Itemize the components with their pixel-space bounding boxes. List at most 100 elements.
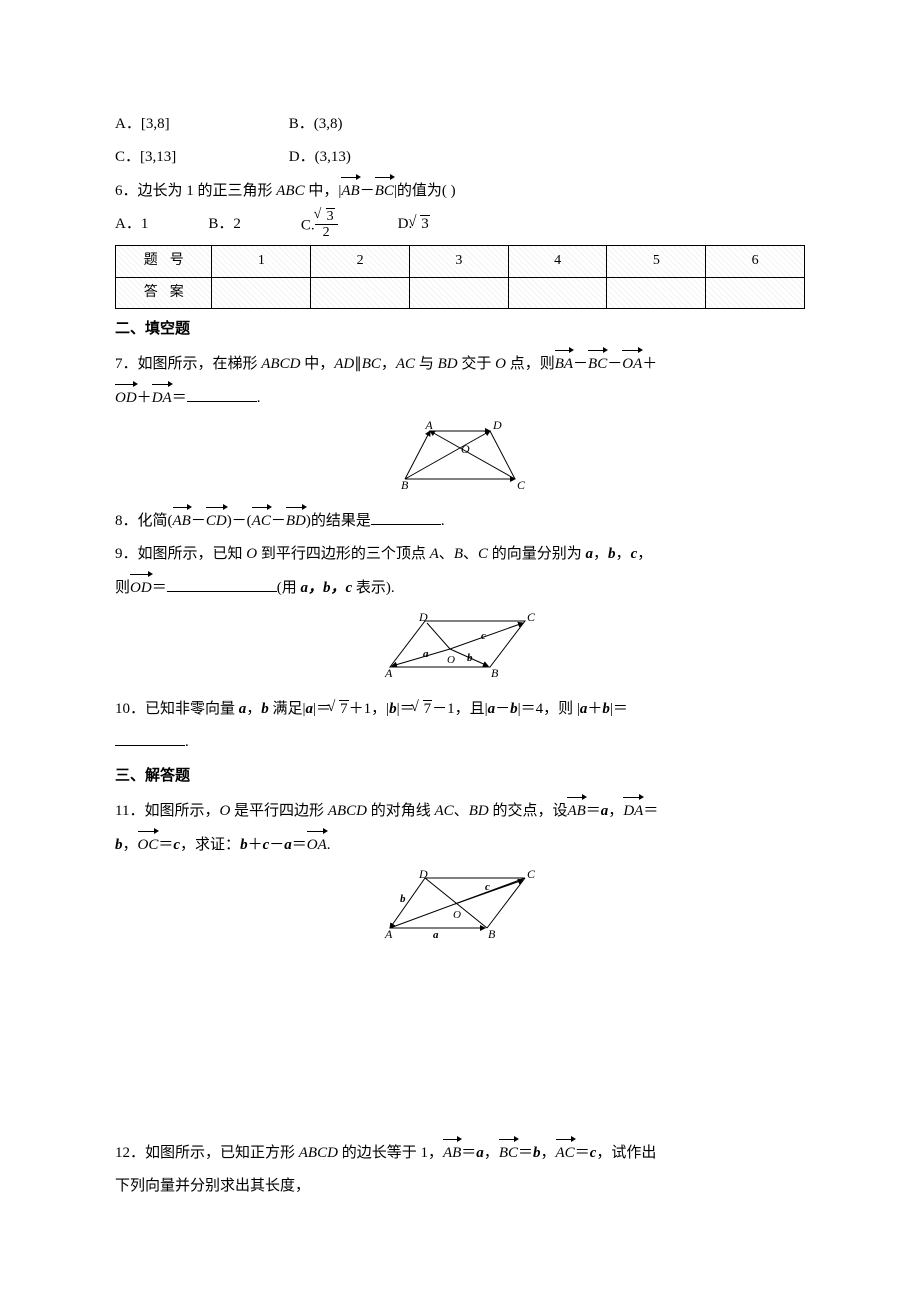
- vector-OD: OD: [130, 572, 152, 603]
- op: －: [495, 701, 510, 717]
- txt: 则: [115, 580, 130, 596]
- op: ＋: [642, 356, 657, 372]
- svg-text:D: D: [492, 419, 502, 432]
- q6-choices: A．1 B．2 C.32 D.3: [115, 210, 805, 242]
- figure-parallelogram-11: A B C D O a b c: [115, 866, 805, 952]
- header-number: 题号: [116, 246, 212, 278]
- var-b: b: [240, 837, 248, 853]
- txt: (用: [277, 580, 301, 596]
- ans-3: [409, 277, 508, 309]
- vector-AB: AB: [341, 175, 359, 206]
- q7-line1: 7．如图所示，在梯形 ABCD 中，AD∥BC，AC 与 BD 交于 O 点，则…: [115, 348, 805, 379]
- svg-text:C: C: [517, 478, 526, 489]
- txt: ＋1，|: [349, 701, 390, 717]
- page: A．[3,8] B．(3,8) C．[3,13] D．(3,13) 6．边长为 …: [0, 0, 920, 1302]
- vector-BD: BD: [286, 505, 306, 536]
- em: BC: [362, 356, 381, 372]
- choice-D: D．(3,13): [289, 149, 351, 165]
- txt: ，: [637, 546, 652, 562]
- txt: ，: [616, 546, 631, 562]
- vector-AB: AB: [443, 1137, 461, 1168]
- op: －: [191, 513, 206, 529]
- txt: 、: [454, 803, 469, 819]
- ans-1: [212, 277, 311, 309]
- em: ABCD: [261, 356, 300, 372]
- svg-text:a: a: [423, 648, 429, 660]
- var-a: a: [284, 837, 292, 853]
- ans-6: [706, 277, 805, 309]
- txt: ，: [541, 1145, 556, 1161]
- txt: 、: [463, 546, 478, 562]
- txt: ，: [593, 546, 608, 562]
- q6-tail: |的值为( ): [394, 183, 456, 199]
- q11-line2: b， OC＝c，求证：b＋c－a＝OA.: [115, 829, 805, 860]
- var-b: b: [533, 1145, 541, 1161]
- txt: ，: [608, 803, 623, 819]
- workspace: [115, 957, 805, 1137]
- svg-text:B: B: [401, 478, 409, 489]
- choice-D: D.3: [398, 210, 430, 242]
- em: ABCD: [299, 1145, 338, 1161]
- txt: 交于: [458, 356, 496, 372]
- q5-choices-row2: C．[3,13] D．(3,13): [115, 143, 805, 172]
- answer-table: 题号 1 2 3 4 5 6 答案: [115, 245, 805, 309]
- q12-line2: 下列向量并分别求出其长度，: [115, 1172, 805, 1201]
- txt: 的向量分别为: [488, 546, 586, 562]
- svg-text:B: B: [491, 666, 499, 679]
- op: ＋: [137, 390, 152, 406]
- q8: 8．化简(AB－CD)－(AC－BD)的结果是.: [115, 505, 805, 536]
- table-row: 题号 1 2 3 4 5 6: [116, 246, 805, 278]
- col-1: 1: [212, 246, 311, 278]
- eq: ＝: [461, 1145, 476, 1161]
- q6-abc: ABC: [276, 183, 304, 199]
- txt: )－(: [227, 513, 252, 529]
- txt: 、: [439, 546, 454, 562]
- txt: |＝4，则 |: [518, 701, 580, 717]
- eq: ＝: [643, 803, 658, 819]
- svg-text:b: b: [400, 893, 406, 905]
- vector-DA: DA: [623, 795, 643, 826]
- ans-4: [508, 277, 607, 309]
- txt: 7．如图所示，在梯形: [115, 356, 261, 372]
- op: －: [607, 356, 622, 372]
- vars: a，b，c: [300, 580, 352, 596]
- col-4: 4: [508, 246, 607, 278]
- txt: 表示).: [352, 580, 395, 596]
- eq: ＝: [158, 837, 173, 853]
- period: .: [327, 837, 331, 853]
- vector-BC: BC: [499, 1137, 518, 1168]
- svg-text:D: D: [418, 867, 428, 881]
- var-a: a: [476, 1145, 484, 1161]
- minus: －: [360, 183, 375, 199]
- txt: ，求证：: [180, 837, 240, 853]
- vector-BA: BA: [555, 348, 573, 379]
- vector-OA: OA: [307, 829, 327, 860]
- var-a: a: [306, 701, 314, 717]
- svg-text:b: b: [467, 652, 473, 664]
- sqrt7: 7: [415, 695, 433, 724]
- col-5: 5: [607, 246, 706, 278]
- txt: 点，则: [506, 356, 555, 372]
- var-a: a: [488, 701, 496, 717]
- em: O: [495, 356, 506, 372]
- q5-choices-row1: A．[3,8] B．(3,8): [115, 110, 805, 139]
- q9-line2: 则OD＝(用 a，b，c 表示).: [115, 572, 805, 603]
- figure-parallelogram-9: A B C D O a b c: [115, 609, 805, 690]
- txt: 的交点，设: [489, 803, 568, 819]
- svg-text:B: B: [488, 927, 496, 941]
- blank: [187, 386, 257, 402]
- ans-5: [607, 277, 706, 309]
- txt: |＝: [610, 701, 628, 717]
- txt: －1，且|: [432, 701, 488, 717]
- txt: 的边长等于 1，: [338, 1145, 443, 1161]
- var-b: b: [510, 701, 518, 717]
- header-answer: 答案: [116, 277, 212, 309]
- eq: ＝: [292, 837, 307, 853]
- txt: 与: [415, 356, 438, 372]
- em: O: [246, 546, 257, 562]
- var-a: a: [586, 546, 594, 562]
- blank: [115, 730, 185, 746]
- em: ABCD: [328, 803, 367, 819]
- q11-line1: 11．如图所示，O 是平行四边形 ABCD 的对角线 AC、BD 的交点，设AB…: [115, 795, 805, 826]
- svg-text:O: O: [461, 442, 470, 456]
